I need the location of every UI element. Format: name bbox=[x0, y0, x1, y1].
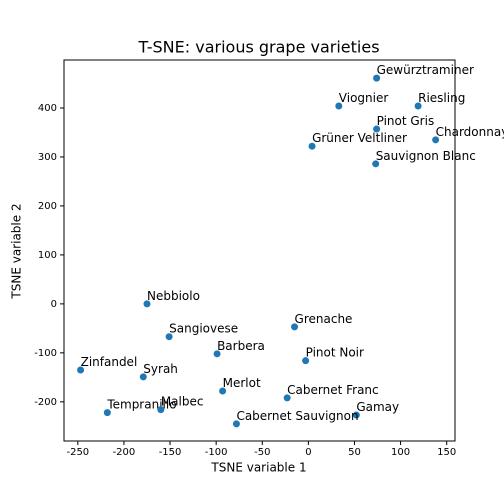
x-tick-label: 50 bbox=[348, 447, 361, 458]
point bbox=[77, 366, 85, 374]
point-label: Nebbiolo bbox=[147, 289, 200, 303]
point-label: Pinot Gris bbox=[377, 114, 435, 128]
point-label: Sangiovese bbox=[169, 322, 238, 336]
point-label: Grenache bbox=[295, 312, 353, 326]
point bbox=[219, 387, 227, 395]
point bbox=[352, 411, 360, 419]
x-axis-label: TSNE variable 1 bbox=[210, 461, 306, 475]
point bbox=[373, 125, 381, 133]
point bbox=[165, 333, 173, 341]
point bbox=[213, 350, 221, 358]
point bbox=[432, 136, 440, 144]
point bbox=[291, 323, 299, 331]
x-tick-label: 0 bbox=[305, 447, 311, 458]
point-label: Riesling bbox=[418, 91, 465, 105]
y-tick-label: 100 bbox=[38, 250, 57, 261]
point bbox=[139, 373, 147, 381]
point-label: Syrah bbox=[143, 362, 178, 376]
point-label: Barbera bbox=[217, 339, 265, 353]
x-tick-label: -250 bbox=[66, 447, 89, 458]
point-label: Cabernet Franc bbox=[287, 383, 378, 397]
y-axis-label: TSNE variable 2 bbox=[10, 203, 24, 299]
point bbox=[143, 300, 151, 308]
point-label: Pinot Noir bbox=[306, 346, 364, 360]
point bbox=[372, 160, 380, 168]
point-label: Sauvignon Blanc bbox=[376, 149, 476, 163]
point bbox=[302, 357, 310, 365]
y-tick-label: 200 bbox=[38, 201, 57, 212]
y-tick-label: -200 bbox=[34, 397, 57, 408]
x-tick-label: -100 bbox=[205, 447, 228, 458]
point bbox=[232, 420, 240, 428]
point bbox=[308, 142, 316, 150]
x-tick-label: 100 bbox=[391, 447, 410, 458]
point-label: Viognier bbox=[339, 91, 389, 105]
point-label: Gewürztraminer bbox=[377, 63, 474, 77]
x-tick-label: 150 bbox=[437, 447, 456, 458]
point bbox=[103, 409, 111, 417]
point bbox=[414, 102, 422, 110]
point-label: Merlot bbox=[223, 376, 261, 390]
point-label: Zinfandel bbox=[81, 355, 138, 369]
x-tick-label: -150 bbox=[159, 447, 182, 458]
point-label: Grüner Veltliner bbox=[312, 131, 407, 145]
point-label: Chardonnay bbox=[436, 125, 504, 139]
plot-frame bbox=[63, 59, 456, 442]
x-tick-label: -200 bbox=[113, 447, 136, 458]
point-label: Gamay bbox=[356, 400, 399, 414]
point bbox=[283, 394, 291, 402]
point-label: Cabernet Sauvignon bbox=[236, 409, 358, 423]
y-tick-label: -100 bbox=[34, 348, 57, 359]
point bbox=[373, 74, 381, 82]
point bbox=[335, 102, 343, 110]
chart-title: T-SNE: various grape varieties bbox=[137, 38, 379, 57]
x-tick-label: -50 bbox=[254, 447, 270, 458]
y-tick-label: 400 bbox=[38, 103, 57, 114]
y-tick-label: 300 bbox=[38, 152, 57, 163]
y-tick-label: 0 bbox=[51, 299, 57, 310]
point bbox=[157, 406, 165, 414]
point-label: Malbec bbox=[161, 395, 204, 409]
